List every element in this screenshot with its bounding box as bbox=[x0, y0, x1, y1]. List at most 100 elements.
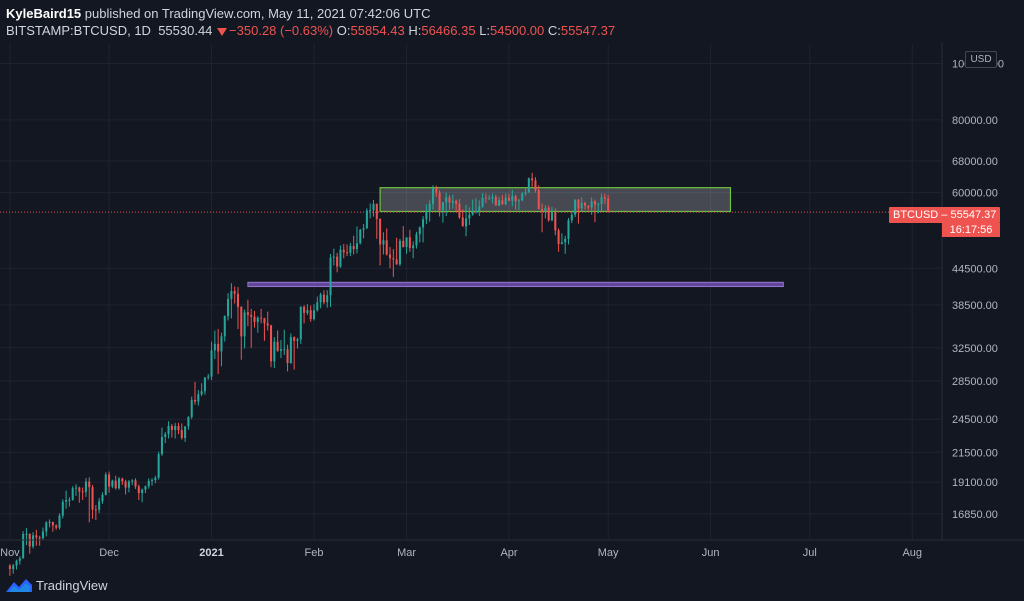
candle-body bbox=[293, 337, 296, 341]
candle bbox=[263, 317, 266, 341]
candle-body bbox=[517, 200, 520, 202]
candle bbox=[25, 528, 28, 546]
candle-body bbox=[260, 317, 263, 319]
candle-body bbox=[468, 214, 471, 219]
bar-countdown: 16:17:56 bbox=[942, 223, 1000, 237]
open-value: 55854.43 bbox=[350, 23, 405, 38]
candle bbox=[465, 204, 468, 237]
candle bbox=[445, 192, 448, 217]
candle bbox=[151, 478, 154, 486]
candle-body bbox=[550, 211, 554, 221]
candle bbox=[567, 217, 570, 245]
candle-body bbox=[600, 197, 603, 204]
candle bbox=[38, 535, 41, 546]
time-tick-label: Jun bbox=[702, 547, 720, 559]
candle bbox=[210, 341, 213, 381]
candle bbox=[511, 189, 514, 207]
candle bbox=[256, 316, 259, 333]
candle-body bbox=[415, 234, 418, 246]
candle bbox=[494, 194, 497, 206]
candle bbox=[336, 252, 339, 273]
price-tick-label: 19100.00 bbox=[952, 477, 998, 489]
candle-body bbox=[98, 501, 101, 510]
candle-body bbox=[521, 193, 524, 201]
candle-body bbox=[312, 310, 316, 320]
candle bbox=[190, 396, 193, 420]
time-tick-label: Nov bbox=[0, 547, 20, 559]
candle-body bbox=[359, 229, 362, 244]
candle bbox=[332, 248, 335, 266]
candle-body bbox=[577, 199, 580, 209]
price-tick-label: 21500.00 bbox=[952, 447, 998, 459]
candle bbox=[319, 292, 322, 309]
candle bbox=[101, 492, 104, 504]
candle bbox=[597, 202, 600, 214]
candle-body bbox=[190, 399, 193, 418]
candle bbox=[587, 205, 590, 211]
candle bbox=[61, 499, 64, 519]
candle bbox=[527, 177, 530, 194]
candle-body bbox=[607, 198, 610, 213]
candle-body bbox=[349, 245, 352, 253]
candle-body bbox=[534, 180, 537, 191]
candle bbox=[365, 208, 368, 229]
candle-body bbox=[388, 254, 392, 259]
candle-body bbox=[428, 203, 431, 211]
candle-body bbox=[127, 481, 130, 488]
symbol-label[interactable]: BITSTAMP:BTCUSD, 1D bbox=[6, 23, 151, 38]
candle-body bbox=[471, 211, 474, 215]
candle-body bbox=[379, 218, 382, 245]
candle bbox=[379, 218, 382, 266]
candle bbox=[435, 185, 438, 197]
candle bbox=[157, 451, 160, 480]
candle-body bbox=[170, 425, 173, 431]
candle-body bbox=[597, 203, 600, 205]
candle bbox=[68, 497, 71, 507]
candle-body bbox=[557, 230, 560, 244]
candle-body bbox=[587, 205, 590, 208]
candle bbox=[392, 249, 395, 277]
candle-body bbox=[8, 565, 11, 570]
candle-body bbox=[365, 210, 368, 229]
candle bbox=[544, 205, 547, 219]
candle bbox=[570, 211, 573, 224]
candle bbox=[488, 194, 491, 200]
candle-body bbox=[273, 341, 276, 362]
candle-body bbox=[74, 487, 78, 489]
footer-brand[interactable]: TradingView bbox=[6, 576, 108, 594]
candle bbox=[223, 315, 226, 342]
candle-body bbox=[177, 426, 180, 431]
publish-info: published on TradingView.com, May 11, 20… bbox=[84, 6, 431, 21]
candle bbox=[547, 205, 550, 222]
price-change: −350.28 (−0.63%) bbox=[229, 23, 334, 38]
candle bbox=[296, 337, 299, 349]
candle bbox=[35, 529, 38, 546]
candle-body bbox=[230, 291, 233, 299]
candle-body bbox=[524, 192, 527, 194]
time-tick-label: Aug bbox=[902, 547, 922, 559]
candle-body bbox=[157, 454, 160, 478]
candle bbox=[88, 477, 91, 523]
candle-body bbox=[236, 293, 240, 307]
candle bbox=[603, 193, 606, 205]
candle bbox=[197, 390, 200, 406]
candle bbox=[117, 476, 121, 490]
candle-body bbox=[484, 197, 487, 199]
time-tick-label: 2021 bbox=[199, 547, 223, 559]
candle-body bbox=[445, 197, 448, 203]
price-tick-label: 38500.00 bbox=[952, 300, 998, 312]
candle-body bbox=[134, 480, 137, 487]
candle bbox=[233, 286, 236, 304]
candle-body bbox=[319, 294, 322, 303]
candle-body bbox=[246, 312, 249, 315]
currency-button[interactable]: USD bbox=[965, 51, 997, 68]
candle bbox=[474, 198, 477, 214]
candle-body bbox=[154, 477, 157, 480]
candle-body bbox=[461, 217, 464, 227]
author-name[interactable]: KyleBaird15 bbox=[6, 6, 82, 21]
candle bbox=[230, 283, 233, 319]
candle bbox=[203, 377, 206, 395]
candle bbox=[428, 200, 431, 222]
candle-body bbox=[511, 196, 514, 201]
